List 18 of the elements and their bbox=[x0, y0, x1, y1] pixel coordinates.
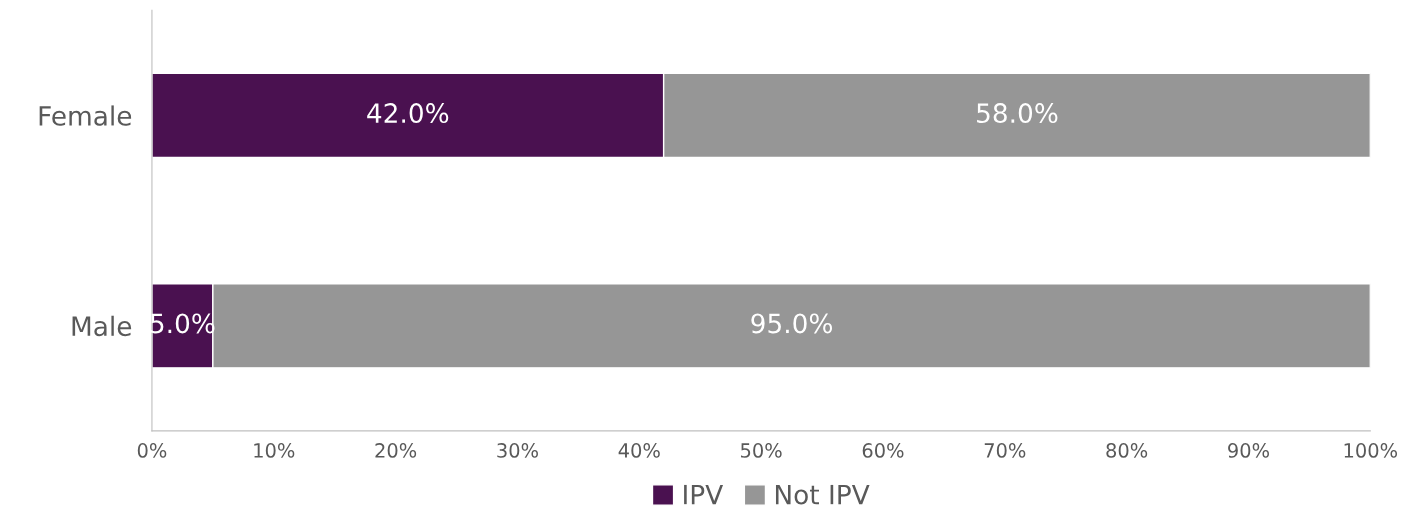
x-tick-label: 90% bbox=[1228, 443, 1269, 458]
data-label: 42.0% bbox=[367, 103, 449, 124]
legend-label: Not IPV bbox=[775, 484, 870, 505]
data-label: 95.0% bbox=[751, 313, 833, 334]
x-tick-label: 0% bbox=[137, 443, 167, 458]
y-tick-label: Male bbox=[72, 315, 132, 337]
x-tick-label: 80% bbox=[1106, 443, 1148, 458]
x-tick-label: 40% bbox=[618, 443, 660, 458]
x-tick-label: 30% bbox=[497, 443, 538, 458]
data-label: 58.0% bbox=[977, 103, 1058, 124]
x-tick-label: 70% bbox=[984, 443, 1026, 458]
x-tick-label: 10% bbox=[254, 443, 295, 458]
y-tick-label: Female bbox=[39, 105, 132, 126]
legend-label: IPV bbox=[684, 484, 724, 505]
x-tick-label: 100% bbox=[1344, 443, 1398, 458]
x-tick-label: 20% bbox=[375, 443, 417, 458]
x-tick-label: 50% bbox=[741, 443, 782, 458]
x-tick-label: 60% bbox=[862, 443, 904, 458]
